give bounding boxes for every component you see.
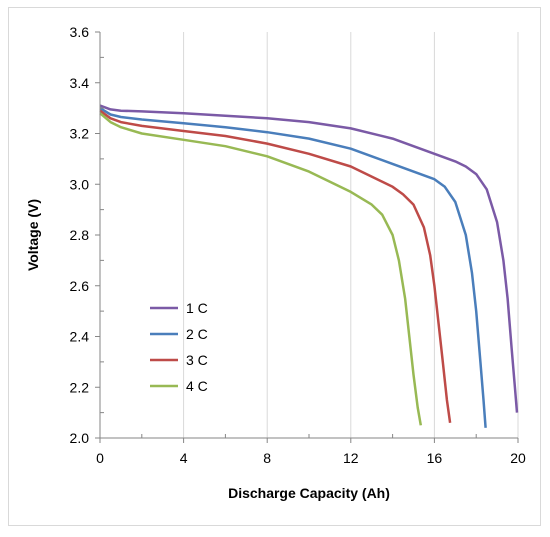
- series-line-3: [99, 109, 452, 423]
- x-tick-label: 0: [96, 450, 104, 466]
- x-tick-label: 20: [510, 450, 526, 466]
- y-tick-label: 2.8: [70, 227, 90, 243]
- legend-label-1: 1 C: [186, 300, 208, 316]
- y-tick-label: 2.4: [70, 329, 90, 345]
- series-layer: [99, 104, 519, 428]
- y-tick-label: 2.2: [70, 379, 90, 395]
- y-tick-label: 3.2: [70, 126, 90, 142]
- legend-label-4: 4 C: [186, 378, 208, 394]
- x-tick-label: 8: [263, 450, 271, 466]
- x-axis-title: Discharge Capacity (Ah): [228, 485, 390, 501]
- y-axis-title: Voltage (V): [25, 199, 41, 271]
- axis-layer: [95, 31, 519, 443]
- x-tick-label: 16: [427, 450, 443, 466]
- grid-layer: [183, 32, 519, 438]
- series-line-1: [99, 104, 519, 413]
- y-tick-label: 3.0: [70, 176, 90, 192]
- x-tick-label: 12: [343, 450, 359, 466]
- series-line-4: [99, 112, 423, 426]
- y-tick-label: 2.6: [70, 278, 90, 294]
- y-tick-label: 3.6: [70, 24, 90, 40]
- y-tick-label: 2.0: [70, 430, 90, 446]
- legend: 1 C 2 C 3 C 4 C: [150, 300, 208, 394]
- x-tick-label: 4: [180, 450, 188, 466]
- y-tick-label: 3.4: [70, 75, 90, 91]
- legend-label-3: 3 C: [186, 352, 208, 368]
- legend-label-2: 2 C: [186, 326, 208, 342]
- series-line-2: [99, 107, 487, 428]
- chart-frame: [8, 7, 541, 526]
- tick-label-layer: 2.0 2.2 2.4 2.6 2.8 3.0 3.2 3.4 3.6 0 4 8 12 16 20: [70, 24, 526, 466]
